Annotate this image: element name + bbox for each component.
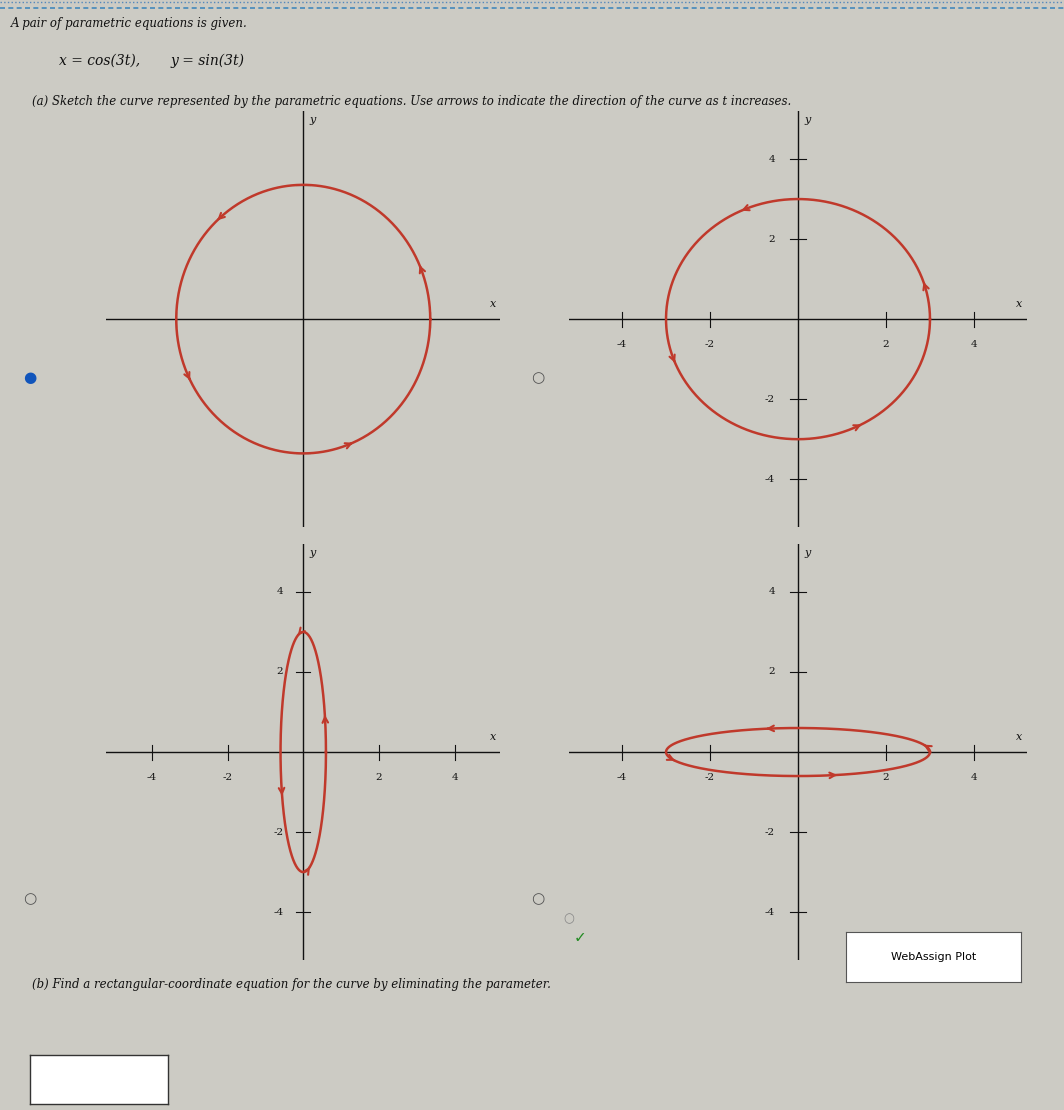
Text: 4: 4 (277, 587, 283, 596)
Text: 2: 2 (376, 773, 382, 783)
Text: ○: ○ (564, 912, 575, 926)
Text: y: y (804, 115, 811, 125)
Text: -2: -2 (765, 395, 775, 404)
Text: y: y (310, 548, 315, 558)
Text: 4: 4 (970, 340, 977, 350)
Text: (b) Find a rectangular-coordinate equation for the curve by eliminating the para: (b) Find a rectangular-coordinate equati… (32, 978, 551, 991)
Text: ✓: ✓ (573, 930, 586, 946)
Text: -4: -4 (147, 773, 156, 783)
Text: 4: 4 (451, 773, 458, 783)
Text: -2: -2 (273, 828, 283, 837)
Text: ○: ○ (23, 891, 36, 907)
Text: 2: 2 (768, 234, 775, 243)
Text: y: y (310, 115, 315, 125)
Text: -4: -4 (765, 475, 775, 484)
Text: -4: -4 (273, 908, 283, 917)
Text: 4: 4 (768, 587, 775, 596)
Text: WebAssign Plot: WebAssign Plot (891, 952, 977, 962)
Text: 2: 2 (277, 667, 283, 676)
Text: x = cos(3t),: x = cos(3t), (59, 53, 139, 68)
Text: -2: -2 (705, 773, 715, 783)
Text: x: x (489, 299, 496, 309)
Text: 4: 4 (970, 773, 977, 783)
Text: -2: -2 (222, 773, 233, 783)
Text: x: x (1016, 299, 1023, 309)
Text: -2: -2 (765, 828, 775, 837)
Text: -2: -2 (705, 340, 715, 350)
Text: 2: 2 (883, 340, 890, 350)
Text: ○: ○ (531, 370, 544, 385)
Text: y = sin(3t): y = sin(3t) (170, 53, 245, 68)
Text: (a) Sketch the curve represented by the parametric equations. Use arrows to indi: (a) Sketch the curve represented by the … (32, 95, 792, 109)
Text: ●: ● (23, 370, 36, 385)
Text: -4: -4 (765, 908, 775, 917)
Text: y: y (804, 548, 811, 558)
Text: x: x (1016, 731, 1023, 741)
Text: -4: -4 (617, 340, 627, 350)
Text: 4: 4 (768, 154, 775, 163)
Text: x: x (489, 731, 496, 741)
Text: ○: ○ (531, 891, 544, 907)
Text: A pair of parametric equations is given.: A pair of parametric equations is given. (11, 17, 248, 30)
Text: 2: 2 (883, 773, 890, 783)
Text: -4: -4 (617, 773, 627, 783)
Text: 2: 2 (768, 667, 775, 676)
